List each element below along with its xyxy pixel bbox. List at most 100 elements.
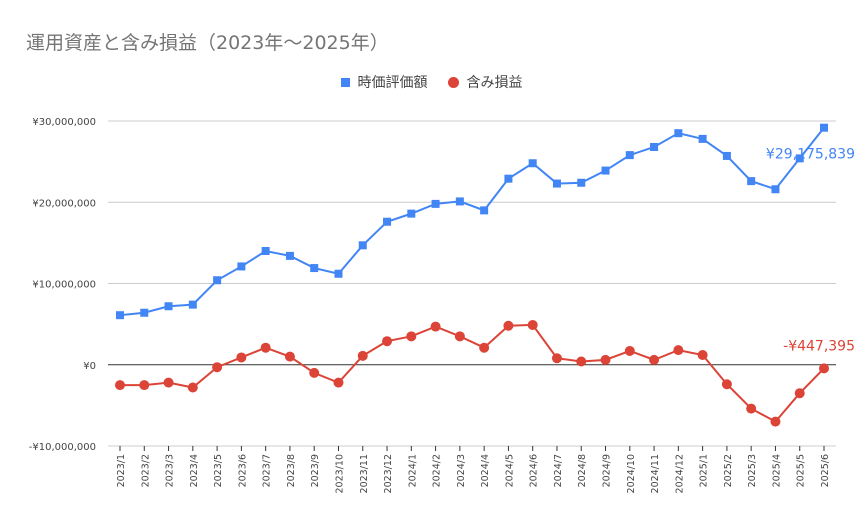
legend: 時価評価額 含み損益 (0, 72, 863, 92)
data-point-market-value (334, 269, 343, 278)
x-tick-label: 2023/7 (262, 454, 273, 487)
data-point-unrealized-pl (794, 388, 805, 399)
data-point-market-value (310, 264, 319, 273)
x-tick-label: 2024/9 (602, 454, 613, 487)
data-point-unrealized-pl (115, 380, 125, 391)
data-point-market-value (431, 199, 440, 208)
x-tick-label: 2025/3 (747, 454, 758, 487)
x-tick-label: 2025/1 (699, 454, 710, 487)
data-point-unrealized-pl (624, 345, 635, 356)
data-point-market-value (455, 197, 464, 206)
end-label-unrealized-pl: -¥447,395 (783, 338, 855, 354)
data-point-market-value (552, 179, 561, 188)
data-point-market-value (795, 154, 804, 163)
x-tick-label: 2024/5 (504, 454, 515, 487)
data-point-unrealized-pl (503, 320, 514, 331)
x-tick-label: 2025/4 (771, 454, 782, 487)
data-point-unrealized-pl (479, 342, 490, 353)
x-tick-label: 2024/1 (407, 454, 418, 487)
data-point-market-value (213, 276, 222, 285)
chart-title: 運用資産と含み損益（2023年～2025年） (26, 32, 389, 54)
x-tick-label: 2023/12 (383, 454, 394, 493)
data-point-market-value (140, 308, 149, 317)
data-point-unrealized-pl (576, 356, 587, 367)
data-point-market-value (358, 241, 367, 250)
data-point-unrealized-pl (357, 350, 368, 361)
data-point-market-value (383, 217, 392, 226)
data-point-market-value (625, 151, 634, 160)
x-tick-label: 2024/4 (480, 454, 491, 487)
data-point-market-value (747, 177, 756, 186)
data-point-market-value (504, 174, 513, 183)
data-point-unrealized-pl (284, 351, 295, 362)
data-point-unrealized-pl (212, 362, 223, 373)
data-point-market-value (528, 159, 537, 168)
x-tick-label: 2023/11 (359, 454, 370, 493)
data-point-unrealized-pl (697, 350, 708, 360)
x-tick-label: 2024/2 (432, 454, 443, 487)
data-point-market-value (237, 262, 246, 271)
legend-circle-icon (447, 76, 459, 88)
data-point-market-value (285, 251, 294, 260)
data-point-market-value (407, 209, 416, 218)
x-tick-label: 2025/6 (820, 454, 831, 487)
data-point-unrealized-pl (406, 331, 417, 342)
x-tick-label: 2023/3 (165, 454, 176, 487)
data-point-unrealized-pl (382, 336, 393, 347)
data-point-unrealized-pl (819, 363, 829, 374)
x-tick-label: 2023/1 (116, 454, 127, 487)
x-tick-label: 2024/12 (674, 454, 685, 493)
data-point-market-value (188, 300, 197, 309)
data-point-unrealized-pl (551, 353, 562, 364)
y-tick-label: ¥20,000,000 (32, 198, 96, 209)
x-tick-label: 2024/8 (577, 454, 588, 487)
data-point-market-value (601, 166, 610, 175)
data-point-market-value (722, 151, 731, 160)
x-tick-label: 2023/9 (310, 454, 321, 487)
data-point-unrealized-pl (527, 319, 538, 330)
data-point-unrealized-pl (236, 352, 247, 363)
y-tick-label: ¥30,000,000 (32, 117, 96, 128)
data-point-unrealized-pl (139, 380, 150, 391)
series-line-unrealized-pl (120, 323, 825, 423)
x-tick-label: 2023/8 (286, 454, 297, 487)
data-point-unrealized-pl (430, 321, 441, 332)
data-point-unrealized-pl (746, 403, 757, 414)
data-point-unrealized-pl (187, 382, 198, 393)
data-point-unrealized-pl (770, 416, 781, 427)
data-point-market-value (771, 185, 780, 194)
x-tick-label: 2023/10 (334, 454, 345, 493)
x-tick-label: 2023/2 (140, 454, 151, 487)
x-tick-label: 2025/2 (723, 454, 734, 487)
y-tick-label: -¥10,000,000 (29, 442, 96, 453)
data-point-market-value (116, 311, 124, 320)
data-point-market-value (577, 178, 586, 187)
data-point-unrealized-pl (309, 367, 320, 378)
x-tick-label: 2024/7 (553, 454, 564, 487)
series-line-market-value (119, 127, 825, 317)
legend-square-icon (340, 77, 350, 87)
data-point-unrealized-pl (333, 377, 344, 388)
x-tick-label: 2024/10 (626, 454, 637, 493)
data-point-unrealized-pl (600, 354, 611, 365)
data-point-unrealized-pl (260, 342, 271, 353)
legend-label-market-value: 時価評価額 (357, 75, 428, 91)
legend-item-unrealized-pl[interactable]: 含み損益 (447, 72, 523, 92)
x-tick-label: 2023/4 (189, 454, 200, 487)
data-point-market-value (698, 134, 707, 143)
data-point-market-value (480, 206, 489, 215)
data-point-unrealized-pl (721, 379, 732, 390)
data-point-market-value (261, 247, 270, 255)
y-tick-label: ¥10,000,000 (32, 280, 96, 291)
data-point-market-value (650, 143, 659, 151)
data-point-unrealized-pl (163, 377, 174, 388)
x-tick-label: 2023/5 (213, 454, 224, 487)
x-tick-label: 2024/11 (650, 454, 661, 493)
data-point-unrealized-pl (454, 331, 465, 342)
y-tick-label: ¥0 (83, 361, 96, 372)
data-point-unrealized-pl (673, 345, 684, 356)
x-tick-label: 2025/5 (796, 454, 807, 487)
legend-item-market-value[interactable]: 時価評価額 (340, 72, 428, 92)
data-point-market-value (820, 123, 828, 132)
